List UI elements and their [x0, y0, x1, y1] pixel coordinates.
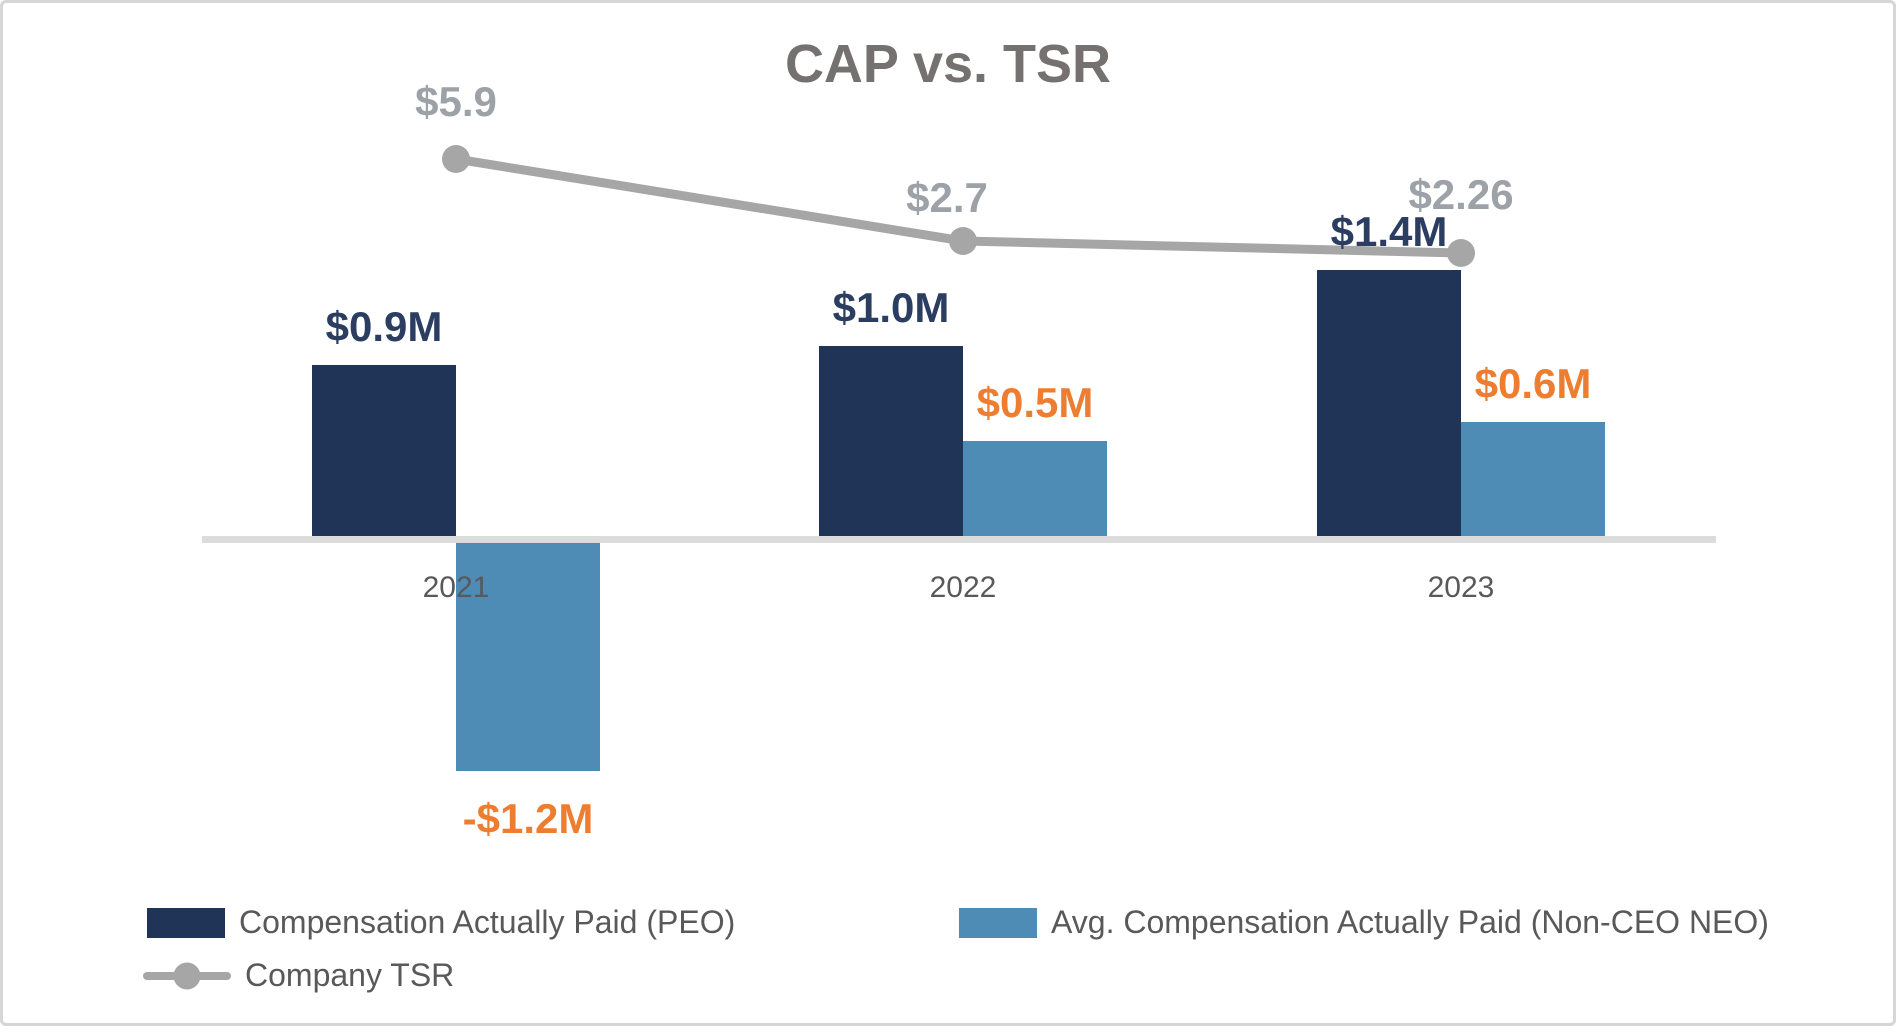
- bar-label-neo-2023: $0.6M: [1474, 360, 1592, 407]
- bar-peo-2021: [312, 365, 456, 536]
- legend-line-marker-icon: [143, 962, 231, 989]
- bar-peo-2022: [819, 346, 963, 536]
- legend-item-tsr: Company TSR: [143, 957, 454, 994]
- legend-item-neo: Avg. Compensation Actually Paid (Non-CEO…: [959, 904, 1769, 941]
- legend-label-neo: Avg. Compensation Actually Paid (Non-CEO…: [1051, 904, 1769, 940]
- tsr-line-chart: [442, 145, 1475, 267]
- bar-label-peo-2021: $0.9M: [325, 303, 443, 350]
- tsr-marker-2021: [442, 145, 470, 173]
- x-axis-label-2022: 2022: [929, 571, 997, 604]
- tsr-label-2021: $5.9: [415, 78, 497, 125]
- bar-peo-2023: [1317, 270, 1461, 536]
- chart-title: CAP vs. TSR: [784, 34, 1112, 94]
- x-axis-label-2021: 2021: [422, 571, 490, 604]
- tsr-marker-2023: [1447, 239, 1475, 267]
- plot-area: $0.9M $1.0M $1.4M -$1.2M $0.5M $0.6M 2021 2022 2…: [3, 3, 1893, 1023]
- bar-label-peo-2023: $1.4M: [1330, 208, 1448, 255]
- x-axis-label-2023: 2023: [1427, 571, 1495, 604]
- bar-label-peo-2022: $1.0M: [832, 284, 950, 331]
- bar-label-neo-2021: -$1.2M: [462, 795, 594, 842]
- bar-neo-2023: [1461, 422, 1605, 536]
- bar-neo-2022: [963, 441, 1107, 536]
- legend-item-peo: Compensation Actually Paid (PEO): [147, 904, 735, 941]
- bar-neo-2021: [456, 543, 600, 771]
- bar-label-neo-2022: $0.5M: [976, 379, 1094, 426]
- legend-label-peo: Compensation Actually Paid (PEO): [239, 904, 736, 940]
- legend-label-tsr: Company TSR: [245, 957, 455, 993]
- legend-swatch-neo: [959, 907, 1037, 938]
- tsr-marker-2022: [949, 227, 977, 255]
- tsr-label-2023: $2.26: [1408, 171, 1514, 218]
- tsr-label-2022: $2.7: [906, 174, 988, 221]
- x-axis-line: [202, 536, 1716, 543]
- legend-swatch-peo: [147, 907, 225, 938]
